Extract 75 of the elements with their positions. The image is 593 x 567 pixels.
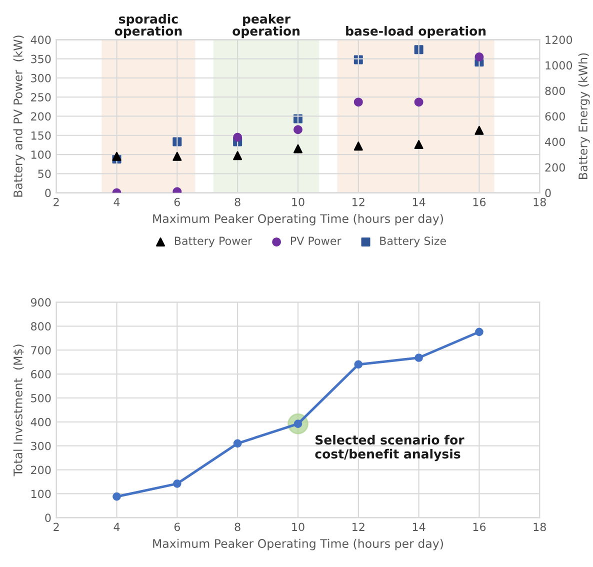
y-tick-label: 150 — [31, 131, 51, 140]
band-label: peaker operation — [232, 14, 300, 38]
y2-tick-label: 800 — [545, 86, 565, 96]
band-label: sporadic operation — [114, 14, 182, 38]
y-tick-label: 0 — [45, 514, 51, 522]
point — [354, 142, 363, 151]
x-tick-label: 8 — [234, 522, 240, 532]
x-tick-label: 18 — [534, 522, 546, 532]
point — [475, 328, 484, 336]
y-tick-label: 600 — [31, 370, 51, 378]
y-tick-label: 500 — [31, 394, 51, 402]
x-tick-label: 4 — [114, 522, 120, 531]
y-tick-label: 800 — [31, 322, 51, 331]
point — [354, 98, 363, 107]
y2-tick-label: 400 — [545, 138, 565, 146]
point — [172, 480, 182, 488]
y-tick-label: 50 — [38, 170, 51, 178]
x-tick-label: 12 — [352, 522, 364, 531]
legend-label: PV Power — [290, 236, 342, 246]
x-tick-label: 14 — [412, 198, 426, 206]
x-tick-label: 16 — [473, 198, 486, 206]
y-tick-label: 200 — [31, 466, 51, 474]
point — [474, 52, 484, 62]
y2-axis-title: Battery Energy (kWh) — [578, 53, 590, 179]
point — [112, 152, 122, 161]
y-tick-label: 0 — [45, 188, 51, 198]
y-tick-label: 100 — [31, 490, 51, 498]
point — [414, 98, 424, 107]
point — [414, 140, 424, 150]
x-tick-label: 18 — [534, 198, 546, 206]
y-tick-label: 700 — [31, 346, 51, 354]
y-tick-label: 100 — [31, 150, 51, 159]
y-axis-title: Total Investment (M$) — [13, 344, 24, 476]
y-tick-label: 400 — [30, 418, 51, 426]
y-tick-label: 200 — [31, 112, 51, 121]
x-axis-title: Maximum Peaker Operating Time (hours per day) — [153, 538, 443, 550]
legend-label: Battery Size — [380, 236, 446, 248]
point — [172, 152, 182, 161]
y2-tick-label: 1000 — [546, 61, 572, 70]
x-tick-label: 10 — [292, 198, 304, 206]
x-tick-label: 6 — [174, 522, 180, 532]
legend-label: Battery Power — [174, 236, 252, 248]
y-tick-label: 250 — [31, 93, 51, 102]
point — [474, 126, 484, 135]
y2-tick-label: 200 — [545, 163, 565, 172]
point — [414, 354, 423, 362]
band-label: base-load operation — [346, 26, 486, 38]
y-tick-label: 300 — [31, 74, 51, 82]
y-tick-label: 900 — [30, 298, 51, 307]
y2-tick-label: 0 — [545, 188, 551, 198]
x-axis-title: Maximum Peaker Operating Time (hours per day) — [153, 214, 443, 226]
x-tick-label: 14 — [412, 522, 426, 531]
y-tick-label: 300 — [31, 442, 51, 450]
y2-tick-label: 1200 — [546, 36, 572, 44]
point — [112, 492, 121, 501]
x-tick-label: 2 — [54, 198, 59, 206]
point — [233, 132, 242, 142]
point — [233, 151, 242, 160]
x-tick-label: 12 — [352, 198, 364, 206]
y-tick-label: 400 — [30, 36, 51, 44]
x-tick-label: 8 — [234, 198, 240, 206]
y-tick-label: 350 — [31, 54, 51, 64]
x-tick-label: 16 — [473, 522, 486, 532]
point — [293, 144, 302, 154]
point — [414, 45, 424, 54]
x-tick-label: 10 — [292, 522, 304, 532]
x-tick-label: 4 — [114, 198, 120, 206]
y-axis-title: Battery and PV Power (kW) — [13, 36, 25, 197]
x-tick-label: 6 — [174, 198, 180, 206]
y2-tick-label: 600 — [545, 112, 565, 121]
point — [354, 360, 363, 369]
annotation: Selected scenario for cost/benefit analysis — [315, 434, 464, 462]
x-tick-label: 2 — [54, 522, 59, 531]
point — [233, 439, 242, 448]
point — [293, 125, 302, 134]
